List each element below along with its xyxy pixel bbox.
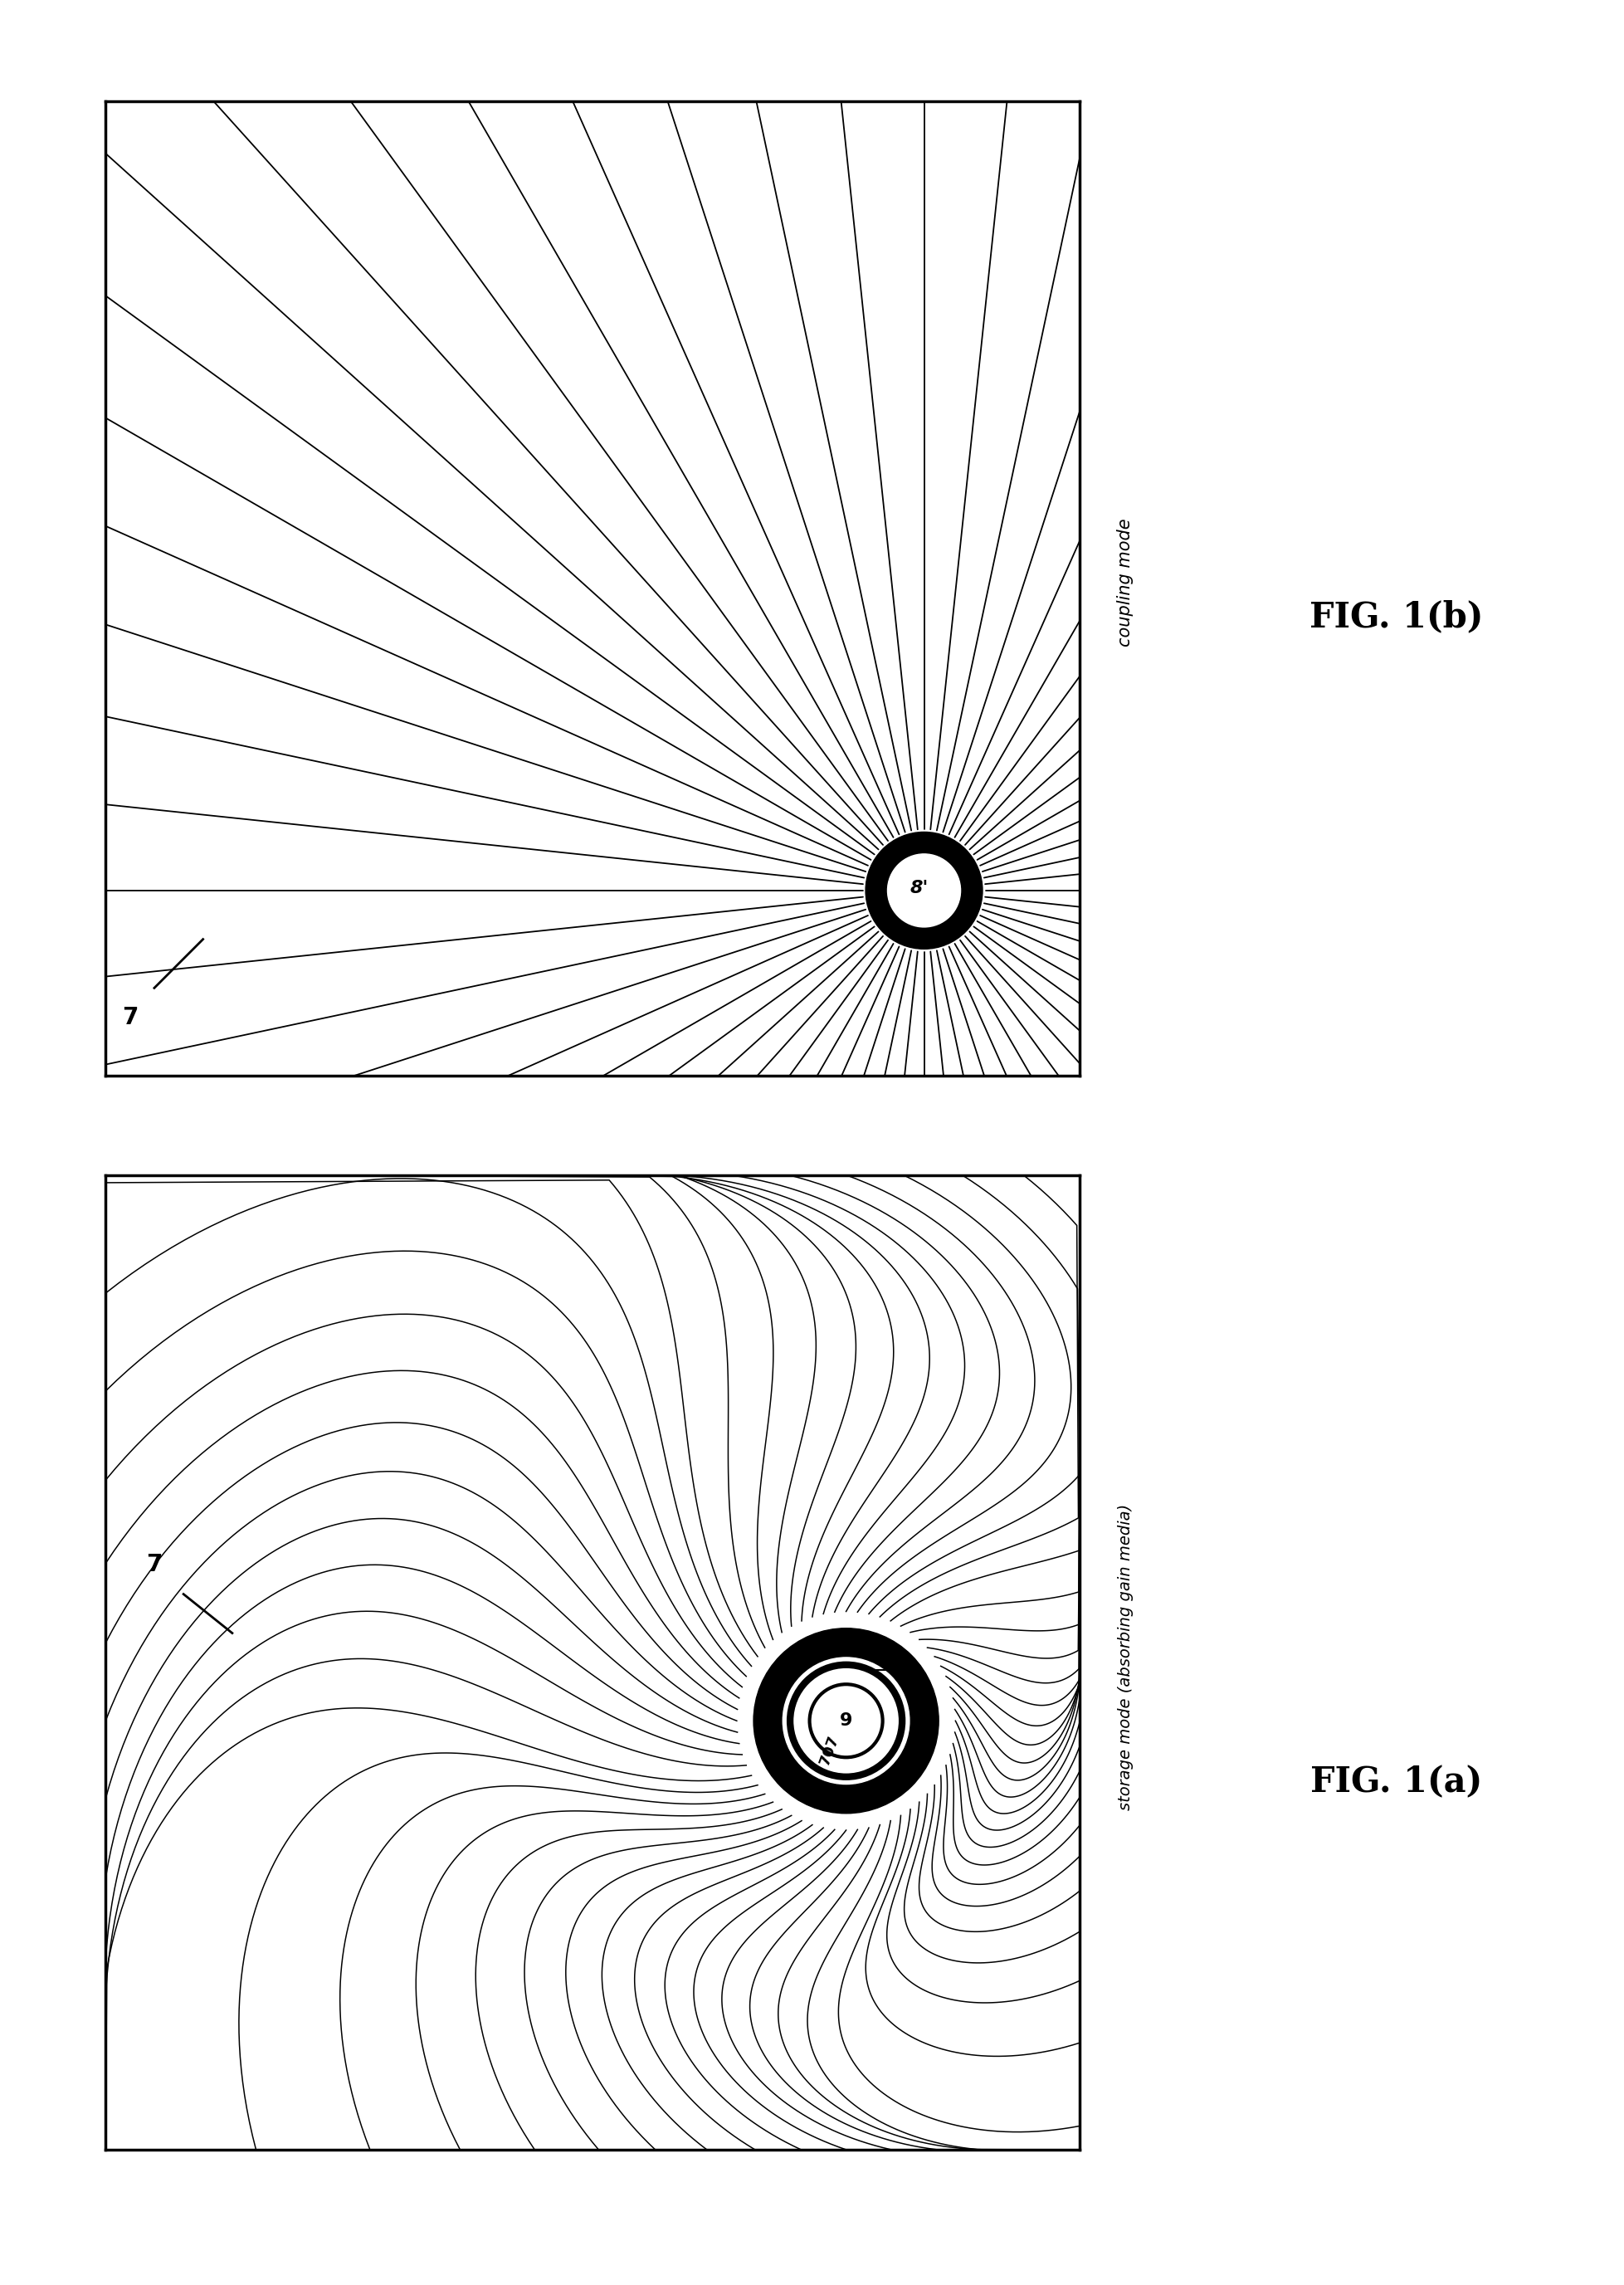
Text: FIG. 1(a): FIG. 1(a) <box>1311 1764 1483 1801</box>
Circle shape <box>754 1629 939 1814</box>
Text: coupling mode: coupling mode <box>1117 519 1134 647</box>
Circle shape <box>783 1657 909 1785</box>
Text: 7: 7 <box>146 1554 162 1577</box>
Text: 8': 8' <box>909 880 929 896</box>
Text: storage mode (absorbing gain media): storage mode (absorbing gain media) <box>1117 1504 1134 1810</box>
Text: 9: 9 <box>840 1711 853 1730</box>
Circle shape <box>810 1684 883 1757</box>
Text: 707: 707 <box>817 1732 841 1766</box>
Text: FIG. 1(b): FIG. 1(b) <box>1309 599 1484 635</box>
Circle shape <box>739 1613 953 1828</box>
Circle shape <box>888 855 961 928</box>
Circle shape <box>866 832 983 948</box>
Text: 7: 7 <box>122 1005 138 1028</box>
Text: 8: 8 <box>895 1647 905 1663</box>
